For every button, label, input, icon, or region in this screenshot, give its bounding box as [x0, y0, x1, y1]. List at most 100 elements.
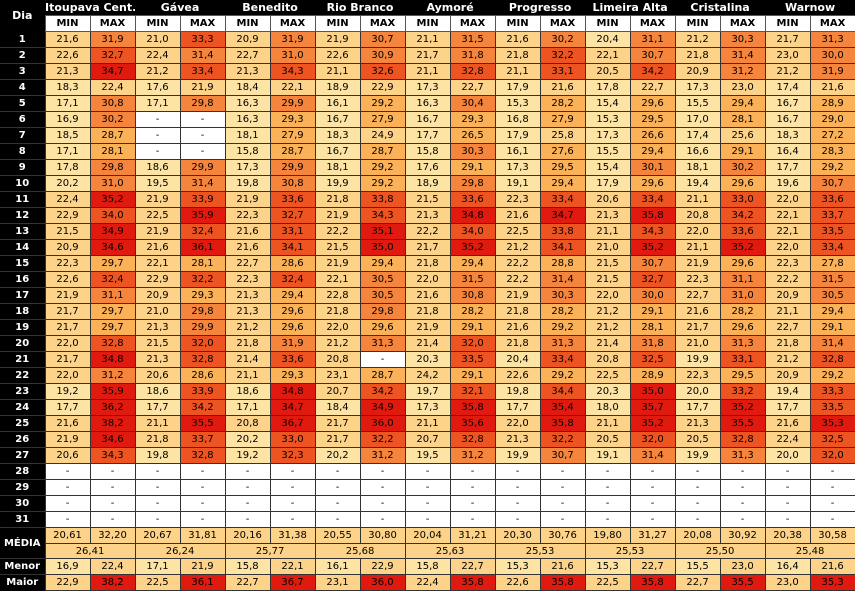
max-value: 35,2 [629, 415, 676, 432]
table-row: 27 20,6 34,3 19,8 32,8 19,2 32,3 20,2 31,2 19,5 31… [0, 447, 855, 464]
max-value: 35,8 [449, 399, 496, 416]
max-value: 31,3 [719, 335, 766, 352]
table-row: 13 21,5 34,9 21,9 32,4 21,6 33,1 22,2 35,1 22,2 34… [0, 223, 855, 240]
max-value: 31,0 [719, 287, 766, 304]
min-value: 21,7 [44, 319, 91, 336]
min-value: 20,9 [764, 287, 811, 304]
media-label: MÉDIA [0, 527, 45, 559]
max-value: 30,3 [719, 31, 766, 48]
min-value: - [224, 463, 271, 480]
min-value: 17,8 [584, 79, 631, 96]
min-value: 18,3 [44, 79, 91, 96]
media-value: 20,04 [404, 527, 451, 544]
max-value: 28,9 [629, 367, 676, 384]
min-value: 16,6 [674, 143, 721, 160]
max-value: 35,5 [719, 415, 766, 432]
station-name: Progresso [495, 0, 586, 16]
min-value: 22,2 [404, 223, 451, 240]
min-value: 15,4 [584, 95, 631, 112]
day-number: 27 [0, 447, 45, 464]
max-value: 33,6 [719, 223, 766, 240]
min-value: 18,9 [314, 79, 361, 96]
max-value: 34,6 [89, 239, 136, 256]
day-number: 5 [0, 95, 45, 112]
max-value: 31,3 [539, 335, 586, 352]
day-number: 21 [0, 351, 45, 368]
min-value: - [314, 463, 361, 480]
maior-value: 23,0 [764, 574, 811, 591]
min-value: - [584, 495, 631, 512]
min-value: 21,7 [674, 319, 721, 336]
max-value: 35,0 [359, 239, 406, 256]
min-value: 21,8 [314, 303, 361, 320]
max-value: 30,7 [809, 175, 855, 192]
min-value: 20,2 [44, 175, 91, 192]
min-header: MIN [44, 15, 91, 32]
min-value: 22,0 [764, 239, 811, 256]
max-value: 28,7 [359, 143, 406, 160]
min-value: 15,8 [404, 143, 451, 160]
table-row: 26 21,9 34,6 21,8 33,7 20,2 33,0 21,7 32,2 20,7 32… [0, 431, 855, 448]
min-value: 21,6 [44, 31, 91, 48]
max-value: 32,3 [269, 447, 316, 464]
max-value: 32,4 [179, 223, 226, 240]
media-value: 31,27 [629, 527, 676, 544]
station-name: Cristalina [675, 0, 766, 16]
max-value: 28,2 [449, 303, 496, 320]
station-average: 25,53 [494, 543, 586, 559]
min-value: 17,3 [494, 159, 541, 176]
table-row: 8 17,1 28,1- -15,8 28,7 16,7 28,7 15,8 30,3 16,1 2… [0, 143, 855, 160]
min-value: 21,1 [404, 63, 451, 80]
min-value: 21,1 [404, 31, 451, 48]
max-value: 25,8 [539, 127, 586, 144]
min-value: 20,8 [674, 207, 721, 224]
min-value: 21,7 [44, 303, 91, 320]
min-value: 19,4 [674, 175, 721, 192]
min-value: - [44, 511, 91, 528]
max-value: - [539, 463, 586, 480]
min-value: 21,8 [764, 335, 811, 352]
max-value: 31,4 [179, 47, 226, 64]
max-value: 35,3 [809, 415, 855, 432]
max-value: 34,3 [89, 447, 136, 464]
day-number: 16 [0, 271, 45, 288]
min-value: 21,0 [674, 335, 721, 352]
min-value: 20,5 [674, 431, 721, 448]
min-value: 21,8 [404, 303, 451, 320]
min-value: 22,3 [764, 255, 811, 272]
max-value: - [179, 463, 226, 480]
table-row: 22 22,0 31,2 20,6 28,6 21,1 29,3 23,1 28,7 24,2 29… [0, 367, 855, 384]
min-value: 21,5 [314, 239, 361, 256]
station-average: 25,68 [314, 543, 406, 559]
table-row: 2 22,6 32,7 22,4 31,4 22,7 31,0 22,6 30,9 21,7 31,… [0, 47, 855, 64]
min-value: 21,7 [404, 239, 451, 256]
max-value: 29,9 [179, 319, 226, 336]
min-value: 22,0 [404, 271, 451, 288]
min-value: 22,5 [584, 367, 631, 384]
min-value: 17,1 [134, 95, 181, 112]
min-value: 17,7 [764, 159, 811, 176]
min-value: 16,3 [224, 95, 271, 112]
min-value: 19,8 [134, 447, 181, 464]
min-value: 17,1 [44, 143, 91, 160]
max-value: 30,8 [269, 175, 316, 192]
min-value: 22,3 [224, 207, 271, 224]
min-value: 17,8 [44, 159, 91, 176]
min-value: - [134, 479, 181, 496]
min-value: - [44, 463, 91, 480]
min-value: 17,7 [764, 399, 811, 416]
min-value: 21,1 [584, 415, 631, 432]
max-value: 29,0 [809, 111, 855, 128]
max-value: 28,9 [809, 95, 855, 112]
max-value: 34,7 [269, 399, 316, 416]
min-value: 19,8 [224, 175, 271, 192]
media-value: 32,20 [89, 527, 136, 544]
max-value: 31,5 [809, 271, 855, 288]
min-value: 20,3 [584, 383, 631, 400]
day-number: 29 [0, 479, 45, 496]
min-value: - [404, 463, 451, 480]
max-value: 32,8 [179, 351, 226, 368]
min-value: 22,1 [134, 255, 181, 272]
day-number: 22 [0, 367, 45, 384]
min-value: 18,1 [674, 159, 721, 176]
